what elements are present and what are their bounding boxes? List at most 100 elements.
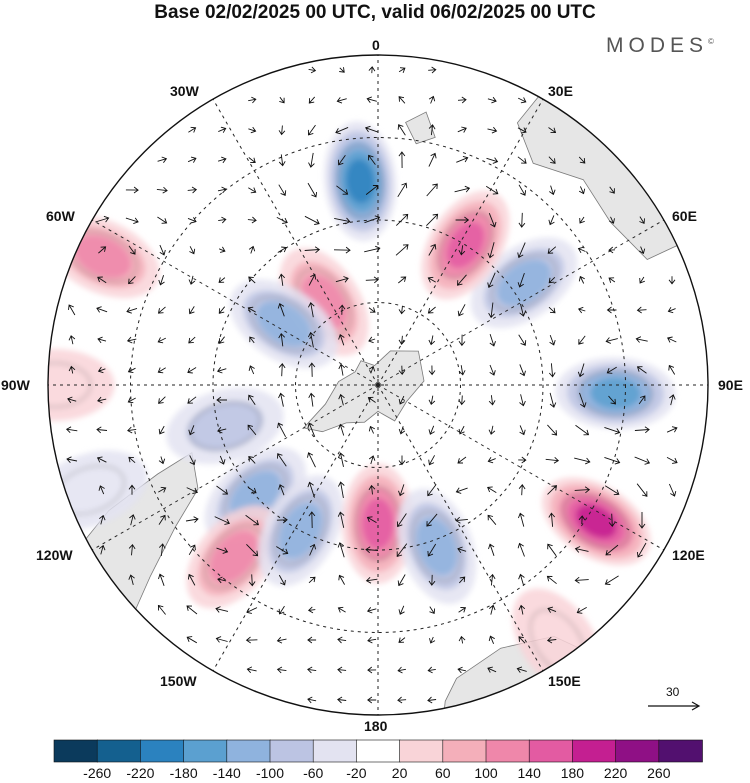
wind-arrow-177 (577, 363, 585, 378)
wind-arrow-155 (549, 334, 556, 346)
wind-arrow-83 (218, 246, 226, 253)
wind-arrow-33 (308, 152, 315, 168)
wind-arrow-277 (487, 514, 497, 525)
colorbar-swatch-4 (226, 739, 271, 763)
wind-arrow-350 (337, 666, 347, 674)
wind-arrow-22 (397, 124, 406, 136)
wind-arrow-320 (186, 605, 198, 615)
wind-arrow-218 (547, 424, 558, 436)
wind-arrow-156 (578, 335, 586, 345)
wind-arrow-50 (336, 185, 349, 195)
wind-vectors (65, 66, 678, 704)
wind-arrow-142 (157, 337, 167, 344)
wind-arrow-3 (398, 67, 406, 74)
wind-arrow-352 (397, 666, 406, 674)
wind-arrow-32 (278, 154, 286, 167)
wind-arrow-63 (187, 217, 197, 224)
wind-arrow-169 (338, 363, 346, 376)
wind-arrow-81 (159, 244, 166, 256)
wind-arrow-349 (307, 666, 317, 674)
wind-arrow-167 (278, 363, 286, 377)
wind-arrow-74 (518, 212, 526, 228)
wind-arrow-219 (575, 424, 590, 436)
wind-arrow-335 (215, 636, 228, 643)
wind-arrow-157 (605, 337, 618, 344)
wind-arrow-180 (668, 364, 676, 375)
wind-arrow-145 (249, 336, 255, 344)
wind-arrow-182 (97, 396, 107, 404)
wind-arrow-96 (608, 246, 616, 254)
wind-arrow-78 (639, 216, 645, 225)
wind-arrow-160 (68, 365, 76, 374)
wind-arrow-191 (367, 396, 376, 403)
wind-arrow-341 (398, 637, 406, 643)
wind-arrow-291 (337, 542, 345, 558)
wind-arrow-153 (489, 333, 496, 347)
colorbar-swatch-12 (572, 739, 617, 763)
colorbar-swatch-1 (96, 739, 142, 763)
wind-arrow-93 (517, 242, 526, 259)
wind-arrow-121 (157, 306, 166, 314)
wind-arrow-178 (606, 366, 617, 374)
wind-arrow-158 (635, 336, 648, 343)
wind-arrow-354 (457, 666, 466, 674)
wind-arrow-36 (398, 151, 406, 169)
wind-arrow-259 (547, 485, 558, 495)
wind-arrow-298 (547, 543, 557, 557)
wind-arrow-254 (398, 484, 405, 497)
wind-arrow-189 (308, 392, 315, 407)
wind-arrow-305 (217, 576, 227, 584)
wind-arrow-107 (365, 276, 379, 284)
anomaly-cell-8-level-2 (256, 301, 312, 347)
wind-arrow-303 (158, 573, 165, 586)
wind-arrow-123 (218, 306, 226, 314)
colorbar-swatch-3 (183, 739, 228, 763)
wind-arrow-295 (457, 546, 467, 554)
wind-arrow-151 (428, 335, 436, 346)
wind-arrow-284 (128, 543, 136, 556)
wind-arrow-60 (95, 215, 110, 223)
lon-label-60e: 60E (672, 208, 697, 224)
anomaly-cell-4-level-2 (496, 259, 552, 307)
wind-arrow-214 (428, 425, 435, 435)
wind-arrow-49 (307, 182, 318, 198)
wind-arrow-37 (428, 152, 437, 167)
wind-arrow-42 (578, 156, 586, 164)
wind-arrow-278 (517, 512, 525, 527)
anomaly-cell-13-level-2 (278, 502, 323, 559)
wind-arrow-188 (278, 392, 285, 407)
wind-arrow-355 (487, 666, 497, 673)
wind-arrow-274 (396, 513, 407, 528)
wind-arrow-9 (366, 96, 377, 103)
wind-arrow-185 (187, 396, 197, 404)
wind-arrow-237 (487, 456, 496, 464)
wind-arrow-203 (96, 426, 108, 434)
colorbar-swatch-14 (658, 739, 703, 763)
wind-arrow-216 (488, 425, 496, 435)
wind-arrow-318 (604, 575, 619, 585)
wind-arrow-132 (488, 302, 495, 319)
wind-arrow-217 (519, 425, 526, 436)
wind-arrow-238 (518, 456, 527, 464)
colorbar-tick-label: -140 (212, 765, 241, 781)
wind-arrow-329 (458, 607, 467, 613)
wind-arrow-359 (367, 696, 377, 704)
wind-arrow-328 (429, 606, 436, 615)
wind-arrow-39 (486, 157, 499, 164)
wind-arrow-227 (189, 455, 196, 466)
wind-arrow-138 (667, 306, 676, 314)
wind-arrow-213 (398, 426, 406, 435)
wind-arrow-330 (489, 604, 496, 615)
wind-arrow-4 (428, 66, 437, 74)
wind-arrow-314 (488, 573, 496, 586)
wind-arrow-25 (487, 126, 498, 134)
wind-arrow-80 (128, 245, 136, 255)
wind-arrow-118 (68, 304, 76, 316)
wind-arrow-207 (217, 426, 227, 434)
wind-arrow-228 (219, 455, 226, 465)
colorbar-swatch-0 (53, 739, 99, 763)
wind-arrow-356 (516, 666, 527, 673)
wind-arrow-360 (397, 696, 407, 704)
lon-label-180: 180 (364, 718, 388, 734)
colorbar-tick-label: -260 (83, 765, 112, 781)
